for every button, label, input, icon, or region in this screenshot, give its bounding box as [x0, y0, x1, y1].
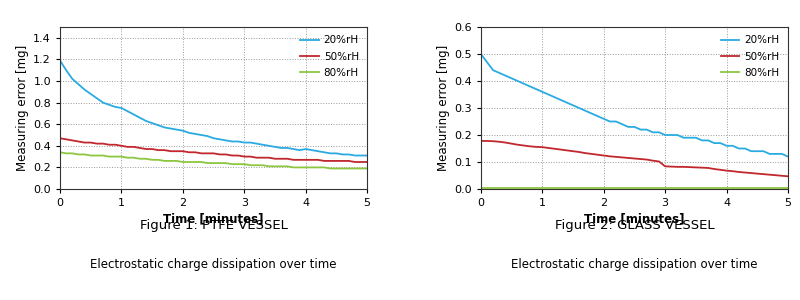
- X-axis label: Time [minutes]: Time [minutes]: [163, 212, 264, 225]
- Text: Electrostatic charge dissipation over time: Electrostatic charge dissipation over ti…: [511, 258, 758, 271]
- Legend: 20%rH, 50%rH, 80%rH: 20%rH, 50%rH, 80%rH: [718, 32, 782, 81]
- Y-axis label: Measuring error [mg]: Measuring error [mg]: [16, 45, 29, 171]
- Y-axis label: Measuring error [mg]: Measuring error [mg]: [437, 45, 450, 171]
- Legend: 20%rH, 50%rH, 80%rH: 20%rH, 50%rH, 80%rH: [297, 32, 362, 81]
- Text: Electrostatic charge dissipation over time: Electrostatic charge dissipation over ti…: [90, 258, 337, 271]
- X-axis label: Time [minutes]: Time [minutes]: [584, 212, 685, 225]
- Text: Figure 2: GLASS VESSEL: Figure 2: GLASS VESSEL: [554, 219, 714, 232]
- Text: Figure 1: PTFE VESSEL: Figure 1: PTFE VESSEL: [140, 219, 287, 232]
